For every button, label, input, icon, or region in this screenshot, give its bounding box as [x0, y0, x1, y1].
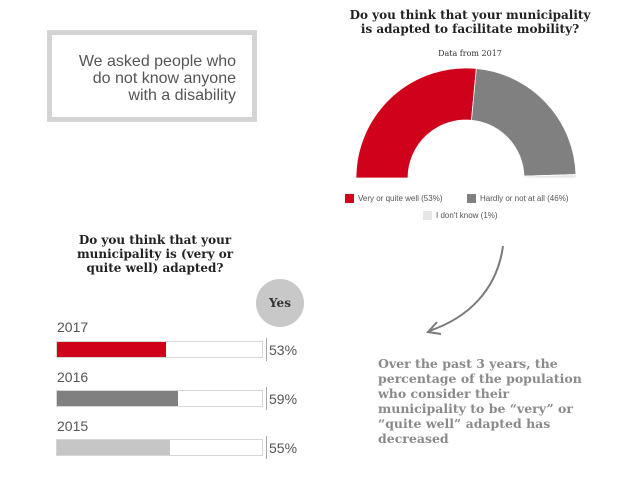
- note-line: percentage of the population: [378, 371, 582, 386]
- bar-track: [56, 390, 263, 407]
- donut-slice-2: [523, 174, 577, 179]
- conclusion-note: Over the past 3 years, the percentage of…: [378, 356, 608, 446]
- bar-track: [56, 439, 263, 456]
- legend-item-hardly: Hardly or not at all (46%): [467, 194, 568, 203]
- bar-fill: [57, 342, 166, 357]
- intro-text: We asked people who do not know anyone w…: [66, 53, 236, 104]
- note-line: “quite well” adapted has: [378, 416, 551, 431]
- note-line: decreased: [378, 431, 449, 446]
- legend-label: Hardly or not at all (46%): [480, 194, 569, 203]
- intro-box: We asked people who do not know anyone w…: [47, 30, 257, 122]
- bar-fill: [57, 440, 170, 455]
- donut-slice-1: [471, 68, 577, 177]
- intro-line: with a disability: [128, 87, 236, 104]
- legend-swatch-gray: [467, 194, 476, 203]
- bar-chart-title: Do you think that your municipality is (…: [55, 233, 255, 275]
- donut-chart-subtitle: Data from 2017: [438, 49, 502, 58]
- bar-value-label: 53%: [269, 342, 298, 358]
- legend-item-dont-know: I don't know (1%): [423, 211, 498, 220]
- bar-year-label: 2017: [57, 319, 89, 335]
- note-line: municipality to be “very” or: [378, 401, 573, 416]
- bar-fill: [57, 391, 178, 406]
- bar-year-label: 2015: [57, 418, 89, 434]
- bar-value-label: 55%: [269, 440, 298, 456]
- bar-value-label: 59%: [269, 391, 298, 407]
- yes-badge: Yes: [256, 279, 304, 327]
- bar-divider: [266, 338, 267, 361]
- note-line: who consider their: [378, 386, 510, 401]
- arrow-curve: [428, 245, 504, 332]
- legend-swatch-light: [423, 211, 432, 220]
- intro-line: do not know anyone: [92, 70, 236, 87]
- bar-divider: [266, 436, 267, 459]
- bar-year-label: 2016: [57, 369, 89, 385]
- donut-title-line: Do you think that your municipality: [349, 8, 591, 22]
- arrow-head: [426, 321, 442, 335]
- donut-chart-title: Do you think that your municipality is a…: [335, 8, 605, 36]
- legend-swatch-red: [345, 194, 354, 203]
- legend-item-very-well: Very or quite well (53%): [345, 194, 442, 203]
- bar-divider: [266, 387, 267, 410]
- bar-title-line: quite well) adapted?: [86, 261, 224, 275]
- donut-title-line: is adapted to facilitate mobility?: [360, 22, 580, 36]
- legend-label: I don't know (1%): [436, 211, 498, 220]
- intro-line: We asked people who: [78, 53, 236, 70]
- bar-title-line: municipality is (very or: [76, 247, 234, 261]
- donut-slice-0: [355, 67, 477, 179]
- bar-track: [56, 341, 263, 358]
- note-line: Over the past 3 years, the: [378, 356, 558, 371]
- bar-title-line: Do you think that your: [78, 233, 232, 247]
- legend-label: Very or quite well (53%): [358, 194, 443, 203]
